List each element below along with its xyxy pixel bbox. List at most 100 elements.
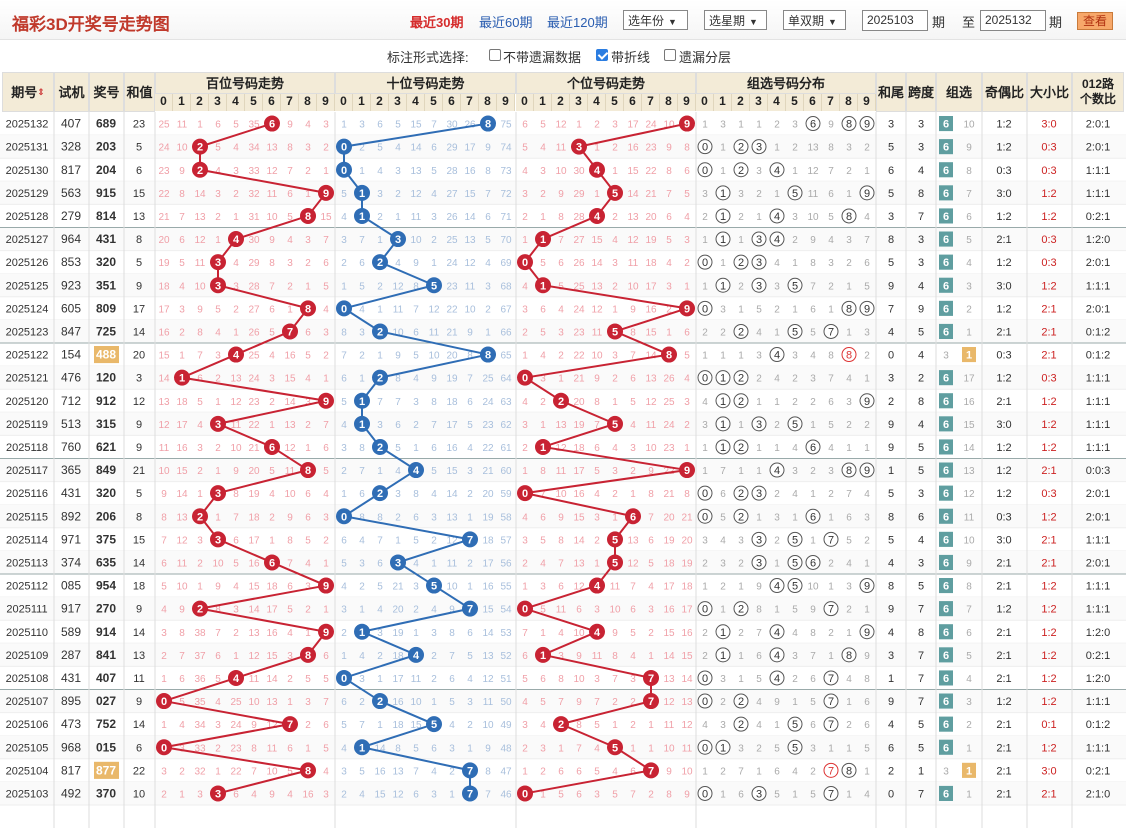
trial-cell: 589 [61,625,81,639]
trend-ball [372,485,388,502]
size-cell: 2:1 [1041,350,1056,362]
missing-value: 15 [158,351,170,362]
missing-value: 22 [230,766,242,777]
missing-value: 1 [341,651,347,662]
trend-ball [661,346,677,363]
tail-cell: 9 [888,442,894,454]
group-type-box [939,393,953,409]
missing-value: 4 [431,605,437,616]
checkbox-layered[interactable] [664,49,676,61]
trend-ball-number: 2 [197,511,203,523]
digit-header: 0 [696,94,714,111]
missing-value: 71 [500,212,512,223]
missing-value: 1 [738,582,744,593]
from-issue-input[interactable]: 2025103 [862,10,928,31]
missing-value: 10 [266,766,278,777]
missing-value: 9 [467,327,473,338]
missing-value: 32 [194,766,206,777]
missing-value: 4 [341,212,347,223]
trend-ball [210,485,226,502]
link-recent-30[interactable]: 最近30期 [410,15,464,30]
to-issue-input[interactable]: 2025132 [980,10,1046,31]
week-select[interactable]: 选星期 ▼ [704,10,767,30]
missing-value: 5 [846,535,852,546]
group-ball-number: 6 [810,119,816,131]
missing-value: 9 [449,605,455,616]
group-ball-number: 7 [828,788,834,800]
missing-value: 7 [864,235,870,246]
group-type-box [939,439,953,455]
missing-value: 1 [323,605,329,616]
checkbox-polyline[interactable] [596,49,608,61]
missing-value: 5 [828,212,834,223]
sum-cell: 8 [136,234,142,246]
trend-ball [589,623,605,640]
checkbox-no-missing[interactable] [489,49,501,61]
sum-cell: 5 [136,257,142,269]
issue-cell: 2025108 [6,673,49,685]
trend-ball [462,600,478,617]
missing-value: 15 [284,374,296,385]
missing-value: 9 [269,235,275,246]
missing-value: 6 [684,327,690,338]
link-recent-60[interactable]: 最近60期 [479,15,533,30]
missing-value: 2 [846,166,852,177]
missing-value: 2 [305,258,311,269]
group-ball [715,739,731,755]
missing-value: 3 [323,512,329,523]
group-type: 6 [943,627,949,639]
missing-value: 9 [179,166,185,177]
missing-value: 2 [305,720,311,731]
query-button[interactable]: 查看 [1077,12,1113,30]
trend-ball-number: 2 [197,604,203,616]
trend-ball-number: 7 [467,604,473,616]
group-ball [751,231,767,247]
trend-ball [192,600,208,617]
missing-value: 3 [792,120,798,131]
missing-value: 1 [738,674,744,685]
missing-value: 1 [648,743,654,754]
missing-value: 1 [395,535,401,546]
missing-value: 1 [161,674,167,685]
row-background [0,366,1126,390]
parity-select[interactable]: 单双期 ▼ [783,10,846,30]
missing-value: 30 [248,235,260,246]
year-select[interactable]: 选年份 ▼ [623,10,688,30]
group-ball-number: 5 [792,188,798,200]
digit-header: 0 [155,94,173,111]
missing-value: 5 [558,789,564,800]
missing-value: 2 [702,327,708,338]
digit-header: 8 [479,94,497,111]
tail-cell: 1 [888,465,894,477]
missing-value: 8 [648,489,654,500]
missing-value: 35 [194,697,206,708]
missing-value: 11 [592,651,603,662]
group-type: 6 [943,280,949,292]
group-ball [751,254,767,270]
parity-cell: 1:2 [996,142,1011,154]
trial-cell: 473 [61,717,81,731]
trend-ball-number: 0 [522,788,528,800]
tail-cell: 5 [888,534,894,546]
option-layered-label: 遗漏分层 [679,50,732,65]
link-recent-120[interactable]: 最近120期 [547,15,608,30]
issue-cell: 2025132 [6,119,49,131]
digit-header: 2 [732,94,750,111]
missing-value: 4 [684,374,690,385]
sum-cell: 21 [133,465,145,477]
missing-value: 5 [305,535,311,546]
missing-value: 6 [215,120,221,131]
missing-value: 28 [446,166,458,177]
missing-value: 4 [377,166,383,177]
missing-value: 52 [500,651,512,662]
missing-value: 7 [846,489,852,500]
missing-value: 10 [464,304,476,315]
missing-value: 15 [681,651,693,662]
missing-value: 1 [341,489,347,500]
group-ball [787,531,803,547]
missing-value: 1 [161,720,167,731]
missing-value: 2 [413,420,419,431]
missing-value: 5 [630,628,636,639]
col-issue-header[interactable]: 期号 ⇕ [2,72,54,112]
